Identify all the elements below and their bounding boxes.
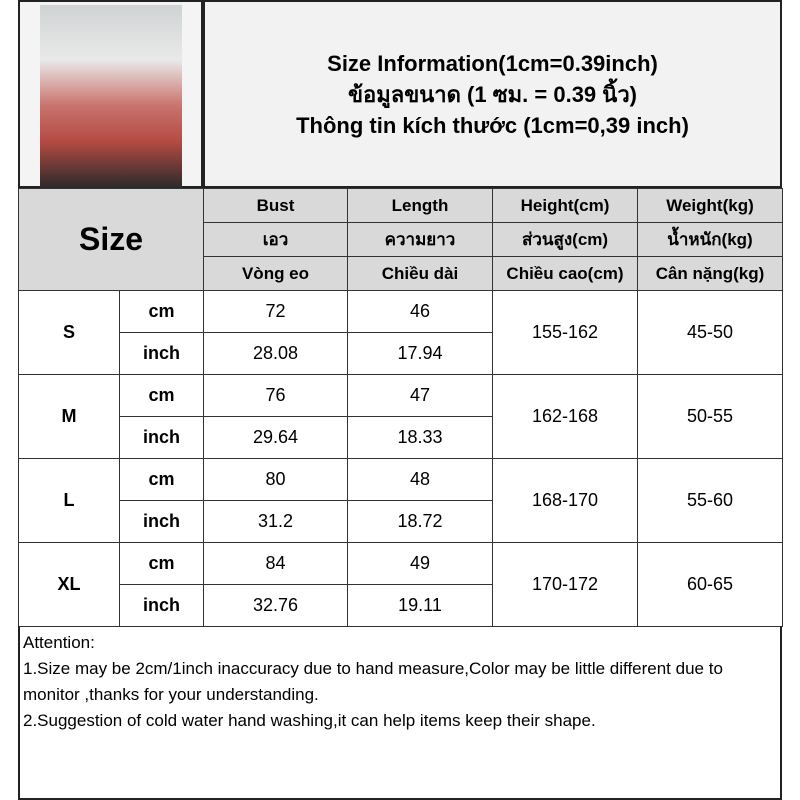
column-header: Length [347,188,493,223]
size-info-title: Size Information(1cm=0.39inch) ข้อมูลขนา… [203,0,782,188]
attention-heading: Attention: [23,633,95,652]
attention-notes: Attention: 1.Size may be 2cm/1inch inacc… [18,626,782,800]
size-header: Size [18,188,204,291]
height-value: 162-168 [492,374,638,459]
column-header: Height(cm) [492,188,638,223]
column-header: Chiều dài [347,256,493,291]
bust-value: 76 [203,374,348,417]
weight-value: 60-65 [637,542,783,627]
column-header: Bust [203,188,348,223]
bust-value: 29.64 [203,416,348,459]
length-value: 18.72 [347,500,493,543]
title-vietnamese: Thông tin kích thước (1cm=0,39 inch) [296,112,689,138]
unit-label: inch [119,416,204,459]
length-value: 47 [347,374,493,417]
bust-value: 32.76 [203,584,348,627]
length-value: 48 [347,458,493,501]
bust-value: 28.08 [203,332,348,375]
title-english: Size Information(1cm=0.39inch) [327,50,658,76]
height-value: 155-162 [492,290,638,375]
unit-label: inch [119,332,204,375]
product-photo [40,5,182,188]
column-header: ความยาว [347,222,493,257]
length-value: 19.11 [347,584,493,627]
attention-note-1: 1.Size may be 2cm/1inch inaccuracy due t… [23,659,723,704]
length-value: 18.33 [347,416,493,459]
column-header: Cân nặng(kg) [637,256,783,291]
column-header: เอว [203,222,348,257]
unit-label: inch [119,584,204,627]
unit-label: cm [119,290,204,333]
product-photo-cell [18,0,203,188]
attention-note-2: 2.Suggestion of cold water hand washing,… [23,711,596,730]
length-value: 49 [347,542,493,585]
size-label: L [18,458,120,543]
weight-value: 45-50 [637,290,783,375]
unit-label: cm [119,374,204,417]
height-value: 168-170 [492,458,638,543]
weight-value: 50-55 [637,374,783,459]
size-label: S [18,290,120,375]
column-header: Vòng eo [203,256,348,291]
length-value: 17.94 [347,332,493,375]
column-header: Chiều cao(cm) [492,256,638,291]
size-label: M [18,374,120,459]
bust-value: 72 [203,290,348,333]
weight-value: 55-60 [637,458,783,543]
title-thai: ข้อมูลขนาด (1 ซม. = 0.39 นิ้ว) [347,81,637,107]
bust-value: 31.2 [203,500,348,543]
column-header: ส่วนสูง(cm) [492,222,638,257]
column-header: น้ำหนัก(kg) [637,222,783,257]
unit-label: cm [119,542,204,585]
unit-label: cm [119,458,204,501]
bust-value: 80 [203,458,348,501]
size-label: XL [18,542,120,627]
length-value: 46 [347,290,493,333]
bust-value: 84 [203,542,348,585]
height-value: 170-172 [492,542,638,627]
unit-label: inch [119,500,204,543]
column-header: Weight(kg) [637,188,783,223]
